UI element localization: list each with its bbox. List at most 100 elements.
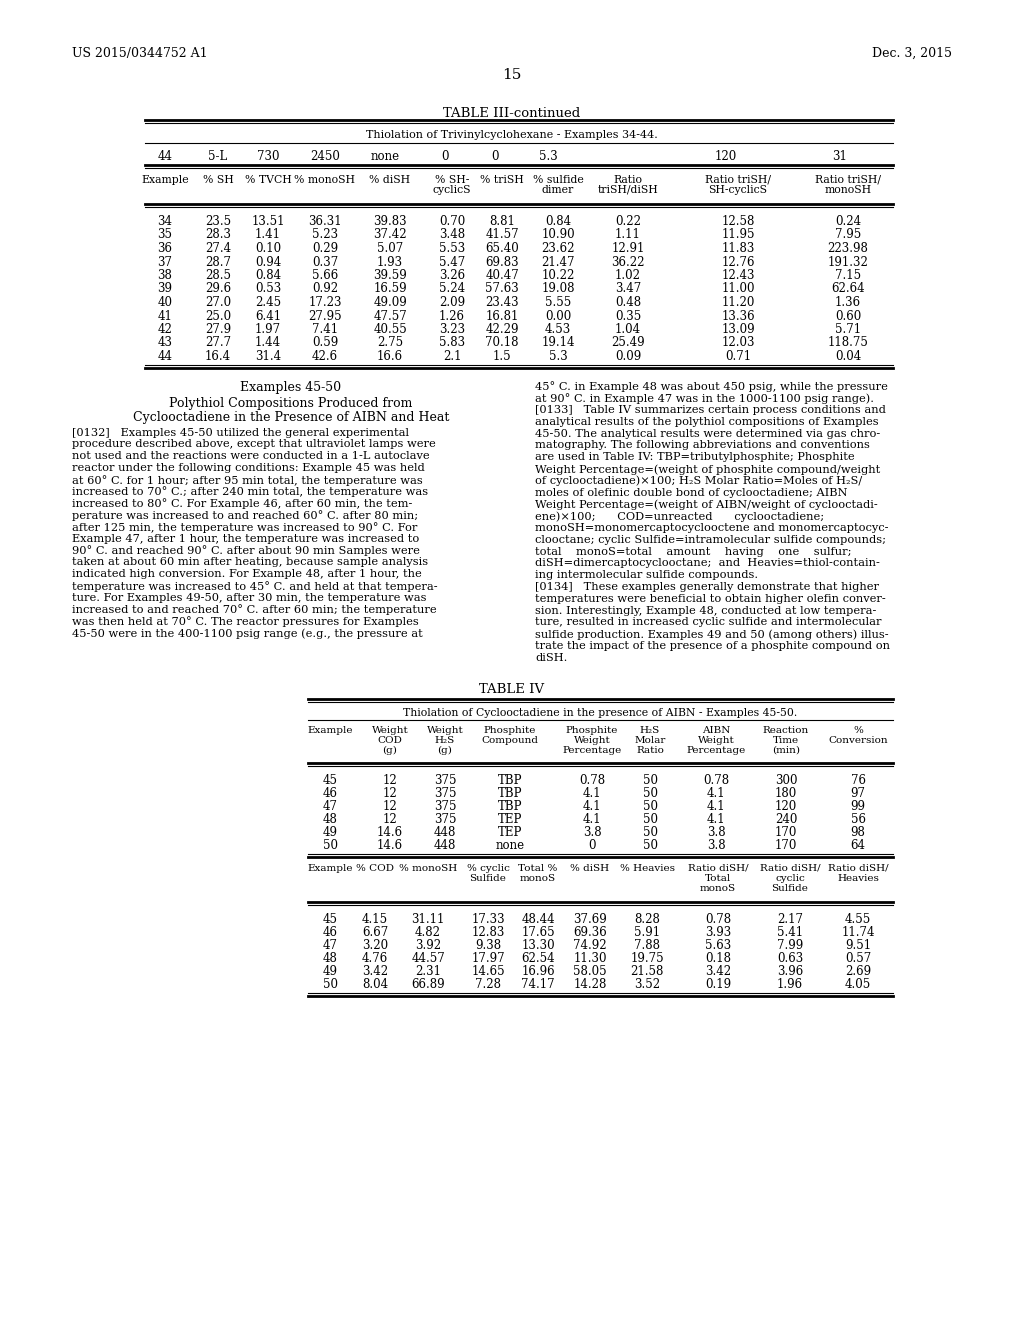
- Text: 4.1: 4.1: [707, 813, 725, 826]
- Text: % SH: % SH: [203, 176, 233, 185]
- Text: 1.96: 1.96: [777, 978, 803, 991]
- Text: 4.1: 4.1: [707, 800, 725, 813]
- Text: 0.09: 0.09: [614, 350, 641, 363]
- Text: Thiolation of Cyclooctadiene in the presence of AIBN - Examples 45-50.: Thiolation of Cyclooctadiene in the pres…: [403, 708, 798, 718]
- Text: 28.5: 28.5: [205, 269, 231, 282]
- Text: 1.97: 1.97: [255, 323, 281, 337]
- Text: 50: 50: [642, 838, 657, 851]
- Text: % triSH: % triSH: [480, 176, 524, 185]
- Text: 5.3: 5.3: [539, 150, 557, 162]
- Text: 39.83: 39.83: [373, 215, 407, 228]
- Text: 7.41: 7.41: [312, 323, 338, 337]
- Text: indicated high conversion. For Example 48, after 1 hour, the: indicated high conversion. For Example 4…: [72, 569, 422, 579]
- Text: 50: 50: [642, 774, 657, 787]
- Text: 730: 730: [257, 150, 280, 162]
- Text: 7.88: 7.88: [634, 939, 660, 952]
- Text: Thiolation of Trivinylcyclohexane - Examples 34-44.: Thiolation of Trivinylcyclohexane - Exam…: [367, 129, 657, 140]
- Text: Weight Percentage=(weight of phosphite compound/weight: Weight Percentage=(weight of phosphite c…: [535, 465, 881, 475]
- Text: US 2015/0344752 A1: US 2015/0344752 A1: [72, 48, 208, 59]
- Text: 15: 15: [503, 69, 521, 82]
- Text: 45° C. in Example 48 was about 450 psig, while the pressure: 45° C. in Example 48 was about 450 psig,…: [535, 381, 888, 392]
- Text: 16.6: 16.6: [377, 350, 403, 363]
- Text: 0.78: 0.78: [702, 774, 729, 787]
- Text: 48: 48: [323, 813, 338, 826]
- Text: 0.19: 0.19: [705, 978, 731, 991]
- Text: 4.53: 4.53: [545, 323, 571, 337]
- Text: Ratio diSH/: Ratio diSH/: [827, 863, 888, 873]
- Text: 76: 76: [851, 774, 865, 787]
- Text: 223.98: 223.98: [827, 242, 868, 255]
- Text: 170: 170: [775, 838, 798, 851]
- Text: temperature was increased to 45° C. and held at that tempera-: temperature was increased to 45° C. and …: [72, 581, 437, 591]
- Text: 3.48: 3.48: [439, 228, 465, 242]
- Text: 3.23: 3.23: [439, 323, 465, 337]
- Text: 4.1: 4.1: [583, 813, 601, 826]
- Text: 5.63: 5.63: [705, 939, 731, 952]
- Text: Heavies: Heavies: [837, 874, 879, 883]
- Text: 27.7: 27.7: [205, 337, 231, 350]
- Text: ene)×100;      COD=unreacted      cyclooctadiene;: ene)×100; COD=unreacted cyclooctadiene;: [535, 511, 824, 521]
- Text: 3.8: 3.8: [583, 826, 601, 838]
- Text: 4.76: 4.76: [361, 952, 388, 965]
- Text: 31.4: 31.4: [255, 350, 281, 363]
- Text: 14.6: 14.6: [377, 826, 403, 838]
- Text: clooctane; cyclic Sulfide=intramolecular sulfide compounds;: clooctane; cyclic Sulfide=intramolecular…: [535, 535, 886, 545]
- Text: Dec. 3, 2015: Dec. 3, 2015: [872, 48, 952, 59]
- Text: 7.99: 7.99: [777, 939, 803, 952]
- Text: 50: 50: [642, 787, 657, 800]
- Text: 45: 45: [323, 774, 338, 787]
- Text: 4.1: 4.1: [583, 787, 601, 800]
- Text: are used in Table IV: TBP=tributylphosphite; Phosphite: are used in Table IV: TBP=tributylphosph…: [535, 453, 855, 462]
- Text: 47: 47: [323, 800, 338, 813]
- Text: 8.28: 8.28: [634, 912, 659, 925]
- Text: 180: 180: [775, 787, 797, 800]
- Text: 6.67: 6.67: [361, 925, 388, 939]
- Text: COD: COD: [378, 735, 402, 744]
- Text: 14.28: 14.28: [573, 978, 606, 991]
- Text: Percentage: Percentage: [686, 746, 745, 755]
- Text: 29.6: 29.6: [205, 282, 231, 296]
- Text: 45-50 were in the 400-1100 psig range (e.g., the pressure at: 45-50 were in the 400-1100 psig range (e…: [72, 628, 423, 639]
- Text: 12: 12: [383, 800, 397, 813]
- Text: 42.29: 42.29: [485, 323, 519, 337]
- Text: 90° C. and reached 90° C. after about 90 min Samples were: 90° C. and reached 90° C. after about 90…: [72, 545, 420, 556]
- Text: 36: 36: [158, 242, 172, 255]
- Text: Compound: Compound: [481, 735, 539, 744]
- Text: 41: 41: [158, 309, 172, 322]
- Text: 42.6: 42.6: [312, 350, 338, 363]
- Text: 11.95: 11.95: [721, 228, 755, 242]
- Text: (g): (g): [437, 746, 453, 755]
- Text: Weight: Weight: [697, 735, 734, 744]
- Text: Molar: Molar: [634, 735, 666, 744]
- Text: 46: 46: [323, 787, 338, 800]
- Text: 66.89: 66.89: [412, 978, 444, 991]
- Text: % cyclic: % cyclic: [467, 863, 509, 873]
- Text: 69.36: 69.36: [573, 925, 607, 939]
- Text: 120: 120: [775, 800, 797, 813]
- Text: Weight: Weight: [372, 726, 409, 735]
- Text: 40.55: 40.55: [373, 323, 407, 337]
- Text: 0.04: 0.04: [835, 350, 861, 363]
- Text: 11.74: 11.74: [842, 925, 874, 939]
- Text: 21.47: 21.47: [542, 256, 574, 268]
- Text: 56: 56: [851, 813, 865, 826]
- Text: 4.1: 4.1: [583, 800, 601, 813]
- Text: 0.35: 0.35: [614, 309, 641, 322]
- Text: Percentage: Percentage: [562, 746, 622, 755]
- Text: 50: 50: [642, 813, 657, 826]
- Text: 27.0: 27.0: [205, 296, 231, 309]
- Text: 0.84: 0.84: [255, 269, 281, 282]
- Text: 5.53: 5.53: [439, 242, 465, 255]
- Text: 42: 42: [158, 323, 172, 337]
- Text: 65.40: 65.40: [485, 242, 519, 255]
- Text: 17.23: 17.23: [308, 296, 342, 309]
- Text: 7.15: 7.15: [835, 269, 861, 282]
- Text: 17.65: 17.65: [521, 925, 555, 939]
- Text: 0.70: 0.70: [439, 215, 465, 228]
- Text: after 125 min, the temperature was increased to 90° C. For: after 125 min, the temperature was incre…: [72, 521, 418, 533]
- Text: trate the impact of the presence of a phosphite compound on: trate the impact of the presence of a ph…: [535, 642, 890, 651]
- Text: matography. The following abbreviations and conventions: matography. The following abbreviations …: [535, 441, 869, 450]
- Text: was then held at 70° C. The reactor pressures for Examples: was then held at 70° C. The reactor pres…: [72, 616, 419, 627]
- Text: 5.71: 5.71: [835, 323, 861, 337]
- Text: cyclicS: cyclicS: [433, 185, 471, 195]
